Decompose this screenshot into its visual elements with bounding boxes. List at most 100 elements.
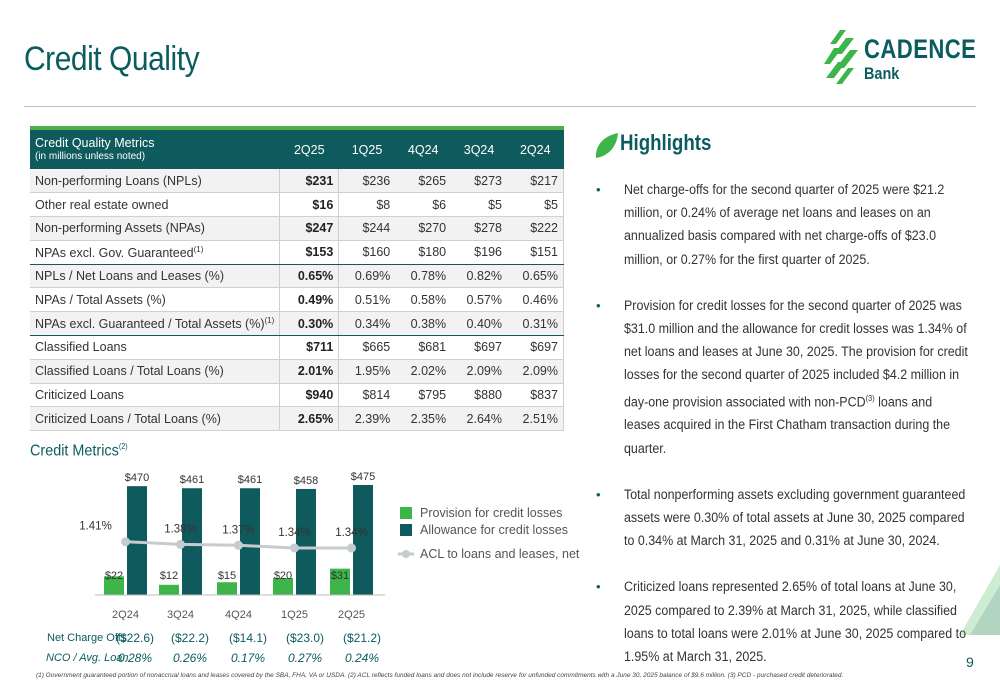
period-header: 2Q24 [519, 142, 551, 157]
cadence-logo: CADENCE Bank [822, 30, 982, 92]
bullet-icon: • [596, 486, 601, 502]
highlight-item: • Provision for credit losses for the sec… [596, 294, 968, 460]
table-cell: 1.95% [338, 359, 396, 384]
nco-value: ($21.2) [342, 631, 382, 645]
highlight-item: • Criticized loans represented 2.65% of t… [596, 575, 968, 668]
table-row: Other real estate owned $16 $8 $6 $5 $5 [30, 192, 564, 218]
nco-value: ($14.1) [228, 631, 268, 645]
table-cell: 0.65% [506, 264, 564, 289]
bullet-icon: • [596, 182, 601, 197]
chart-title: Credit Metrics(2) [30, 442, 128, 460]
table-cell: $697 [506, 335, 564, 360]
table-cell: $217 [506, 169, 564, 194]
table-cell: $814 [338, 383, 396, 408]
provision-label: $12 [160, 570, 178, 582]
row-label: Other real estate owned [30, 192, 281, 218]
nco-avg-value: 0.28% [117, 651, 153, 665]
allowance-label: $458 [294, 475, 318, 487]
table-cell: 0.58% [395, 287, 452, 313]
table-cell: 2.51% [506, 406, 564, 432]
metric-column-header: Credit Quality Metrics (in millions unle… [35, 135, 155, 162]
table-cell: $940 [279, 383, 340, 408]
table-cell: 2.09% [506, 359, 564, 384]
table-cell: $231 [279, 169, 340, 194]
acl-ratio-label: 1.38% [164, 523, 197, 535]
highlight-item: • Total nonperforming assets excluding go… [596, 483, 968, 553]
provision-bar [104, 576, 124, 595]
table-cell: $5 [451, 192, 507, 218]
acl-ratio-label: 1.37% [222, 524, 255, 536]
page-number: 9 [966, 654, 974, 670]
table-header-row: Credit Quality Metrics (in millions unle… [30, 130, 564, 169]
table-cell: 2.65% [279, 406, 340, 432]
row-label: NPAs excl. Guaranteed / Total Assets (%)… [30, 311, 281, 337]
table-row: Non-performing Loans (NPLs) $231 $236 $265 $… [30, 169, 564, 194]
nco-value: ($22.6) [115, 631, 155, 645]
provision-label: $22 [105, 570, 123, 582]
period-header: 1Q25 [351, 142, 383, 157]
row-label: Criticized Loans / Total Loans (%) [30, 406, 281, 432]
table-cell: $222 [506, 216, 564, 241]
table-cell: $6 [395, 192, 452, 218]
table-row: Classified Loans $711 $665 $681 $697 $697 [30, 335, 564, 360]
leaf-icon [595, 133, 618, 158]
allowance-bar [296, 488, 316, 595]
table-cell: 2.35% [395, 406, 452, 432]
table-cell: 0.49% [279, 287, 340, 313]
table-cell: $265 [395, 169, 452, 194]
allowance-bar [182, 488, 202, 595]
table-cell: 0.57% [451, 287, 507, 313]
table-cell: $180 [395, 240, 452, 265]
table-cell: $153 [279, 240, 340, 265]
allowance-label: $461 [180, 474, 204, 486]
row-label: NPAs / Total Assets (%) [30, 287, 281, 313]
acl-ratio-label: 1.34% [335, 527, 368, 539]
table-cell: $273 [451, 169, 507, 194]
table-cell: 2.64% [451, 406, 507, 432]
provision-label: $20 [274, 570, 292, 582]
table-cell: 0.31% [506, 311, 564, 337]
bullet-icon: • [596, 297, 601, 313]
allowance-label: $475 [351, 471, 375, 483]
table-cell: $837 [506, 383, 564, 408]
highlights-list: • Net charge-offs for the second quarter … [596, 178, 968, 685]
logo-mark-icon [824, 30, 858, 84]
nco-avg-value: 0.24% [344, 651, 380, 665]
legend-swatch-allowance [400, 524, 412, 536]
table-cell: 0.38% [395, 311, 452, 337]
provision-label: $31 [331, 570, 349, 582]
acl-ratio-label: 1.34% [278, 527, 311, 539]
nco-avg-value: 0.26% [172, 651, 208, 665]
nco-value: ($22.2) [170, 631, 210, 645]
table-cell: $196 [451, 240, 507, 265]
provision-label: $15 [218, 570, 236, 582]
provision-bar [217, 582, 237, 595]
title-divider [24, 106, 976, 107]
table-row: Non-performing Assets (NPAs) $247 $244 $270… [30, 216, 564, 241]
table-cell: $5 [506, 192, 564, 218]
nco-value: ($23.0) [285, 631, 325, 645]
row-label: Non-performing Assets (NPAs) [30, 216, 281, 241]
legend-allowance: Allowance for credit losses [420, 523, 568, 537]
nco-avg-label: NCO / Avg. Loan [46, 652, 129, 664]
ncos-label: Net Charge Offs [47, 632, 127, 644]
allowance-bar [240, 488, 260, 595]
table-row: NPLs / Net Loans and Leases (%) 0.65% 0.69… [30, 264, 564, 289]
allowance-bar [127, 486, 147, 595]
table-cell: 2.09% [451, 359, 507, 384]
nco-avg-value: 0.27% [287, 651, 323, 665]
acl-ratio-point [176, 539, 185, 549]
credit-quality-table: Credit Quality Metrics (in millions unle… [30, 126, 564, 432]
provision-bar [159, 584, 179, 595]
table-cell: $665 [338, 335, 396, 360]
acl-ratio-point [347, 543, 356, 553]
allowance-label: $461 [238, 474, 262, 486]
table-cell: $681 [395, 335, 452, 360]
acl-ratio-point [290, 543, 299, 553]
table-cell: 0.34% [338, 311, 396, 337]
table-cell: $247 [279, 216, 340, 241]
credit-metrics-chart: $22 $470 2Q24 $12 $461 3Q24 $15 $461 4Q24 $20 $458… [79, 471, 580, 620]
legend-swatch-provision [400, 507, 412, 519]
row-label: Classified Loans / Total Loans (%) [30, 359, 281, 384]
row-label: NPLs / Net Loans and Leases (%) [30, 264, 281, 289]
